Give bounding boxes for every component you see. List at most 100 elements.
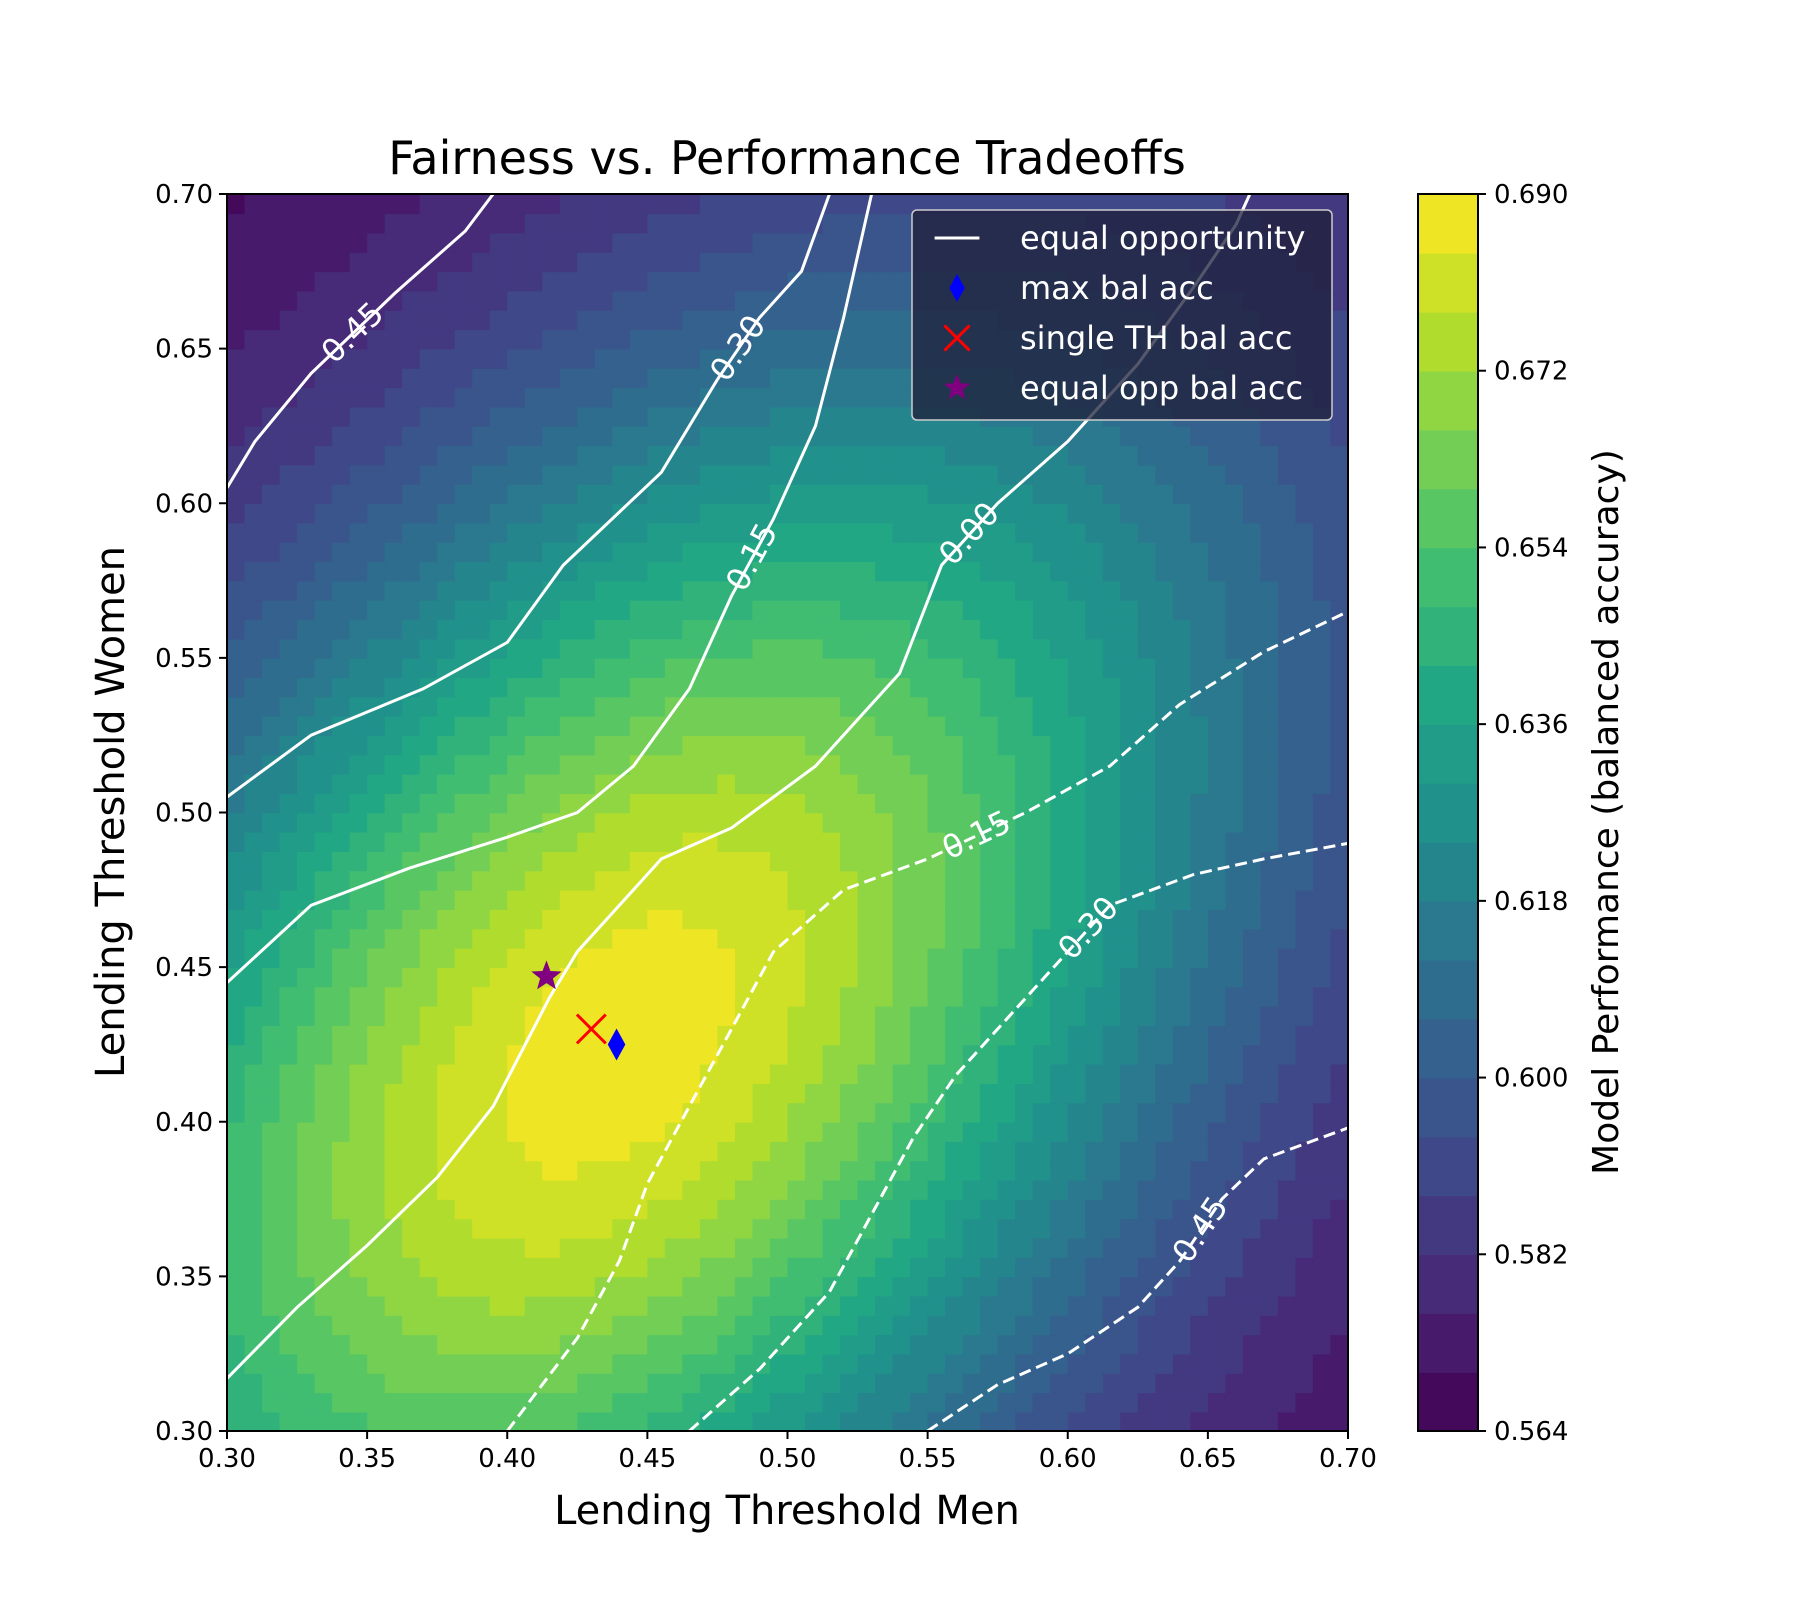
heatmap-cell: [244, 1025, 263, 1046]
heatmap-cell: [332, 735, 351, 756]
heatmap-cell: [1032, 909, 1052, 930]
heatmap-cell: [1050, 1315, 1069, 1336]
heatmap-cell: [1085, 851, 1104, 872]
heatmap-cell: [734, 348, 754, 369]
heatmap-cell: [1190, 1334, 1209, 1355]
heatmap-cell: [1015, 483, 1034, 505]
heatmap-cell: [594, 1179, 614, 1200]
heatmap-cell: [1050, 1334, 1069, 1355]
heatmap-cell: [875, 1044, 894, 1065]
heatmap-cell: [682, 928, 701, 949]
heatmap-cell: [542, 1121, 561, 1142]
heatmap-cell: [1155, 831, 1174, 852]
heatmap-cell: [629, 1353, 649, 1374]
heatmap-cell: [1050, 1199, 1069, 1220]
heatmap-cell: [734, 793, 754, 814]
heatmap-cell: [314, 1334, 333, 1355]
heatmap-cell: [1190, 967, 1209, 988]
heatmap-cell: [1330, 464, 1348, 485]
heatmap-cell: [805, 715, 824, 736]
heatmap-cell: [717, 232, 736, 253]
heatmap-cell: [629, 831, 649, 852]
heatmap-cell: [717, 657, 736, 679]
heatmap-cell: [279, 387, 298, 408]
heatmap-cell: [349, 348, 368, 369]
heatmap-cell: [1225, 1005, 1244, 1026]
heatmap-cell: [787, 1179, 806, 1200]
y-tick-label: 0.60: [155, 489, 213, 519]
y-axis: 0.300.350.400.450.500.550.600.650.70: [155, 180, 227, 1447]
heatmap-cell: [1207, 1334, 1227, 1355]
heatmap-cell: [1155, 445, 1174, 466]
heatmap-cell: [752, 1392, 771, 1413]
heatmap-cell: [1120, 754, 1139, 775]
heatmap-cell: [244, 1005, 263, 1026]
heatmap-cell: [349, 1199, 368, 1220]
heatmap-cell: [559, 232, 579, 253]
heatmap-cell: [1155, 1141, 1174, 1162]
heatmap-cell: [1032, 1334, 1052, 1355]
heatmap-cell: [332, 1160, 351, 1181]
heatmap-cell: [524, 696, 544, 717]
heatmap-cell: [419, 599, 438, 621]
heatmap-cell: [437, 464, 456, 485]
heatmap-cell: [402, 1353, 421, 1374]
heatmap-cell: [332, 1025, 351, 1046]
heatmap-cell: [1085, 754, 1104, 775]
heatmap-cell: [612, 425, 631, 447]
heatmap-cell: [419, 541, 438, 563]
heatmap-cell: [1295, 1063, 1314, 1084]
heatmap-cell: [997, 1044, 1017, 1065]
heatmap-cell: [875, 1257, 894, 1278]
heatmap-cell: [367, 1025, 386, 1046]
heatmap-cell: [805, 986, 824, 1007]
heatmap-cell: [734, 619, 754, 640]
heatmap-cell: [1330, 1044, 1348, 1065]
heatmap-cell: [769, 1063, 789, 1084]
heatmap-cell: [384, 1063, 403, 1084]
heatmap-cell: [752, 503, 771, 524]
heatmap-cell: [664, 290, 684, 311]
heatmap-cell: [1172, 1102, 1192, 1123]
heatmap-cell: [1067, 1199, 1087, 1220]
heatmap-cell: [1085, 1373, 1104, 1394]
heatmap-cell: [962, 1179, 981, 1200]
heatmap-cell: [1312, 1315, 1332, 1336]
heatmap-cell: [1137, 1373, 1157, 1394]
heatmap-cell: [402, 213, 421, 234]
heatmap-cell: [1032, 1179, 1052, 1200]
heatmap-cell: [892, 1179, 911, 1200]
heatmap-cell: [945, 1237, 964, 1258]
chart-title: Fairness vs. Performance Tradeoffs: [388, 131, 1186, 185]
heatmap-cell: [664, 406, 684, 427]
heatmap-cell: [822, 831, 841, 852]
heatmap-cell: [367, 561, 386, 582]
heatmap-cell: [699, 1276, 719, 1297]
heatmap-cell: [1207, 1179, 1227, 1200]
heatmap-cell: [279, 793, 298, 814]
heatmap-cell: [962, 1121, 981, 1142]
heatmap-cell: [840, 735, 859, 756]
heatmap-cell: [524, 1334, 544, 1355]
heatmap-cell: [612, 1334, 631, 1355]
heatmap-cell: [594, 735, 614, 756]
heatmap-cell: [314, 1179, 333, 1200]
heatmap-cell: [1225, 928, 1244, 949]
heatmap-cell: [1225, 1315, 1244, 1336]
colorbar-tick-label: 0.618: [1494, 887, 1568, 917]
heatmap-cell: [805, 522, 824, 543]
heatmap-cell: [437, 580, 456, 601]
heatmap-cell: [664, 309, 684, 331]
heatmap-cell: [367, 1353, 386, 1374]
heatmap-cell: [402, 503, 421, 524]
heatmap-cell: [227, 271, 246, 292]
heatmap-cell: [734, 1083, 754, 1104]
heatmap-cell: [1295, 967, 1314, 988]
heatmap-cell: [629, 1237, 649, 1258]
heatmap-cell: [647, 793, 666, 814]
heatmap-cell: [489, 1160, 509, 1181]
heatmap-cell: [384, 464, 403, 485]
heatmap-cell: [244, 599, 263, 621]
heatmap-cell: [384, 1295, 403, 1316]
heatmap-cell: [612, 599, 631, 621]
